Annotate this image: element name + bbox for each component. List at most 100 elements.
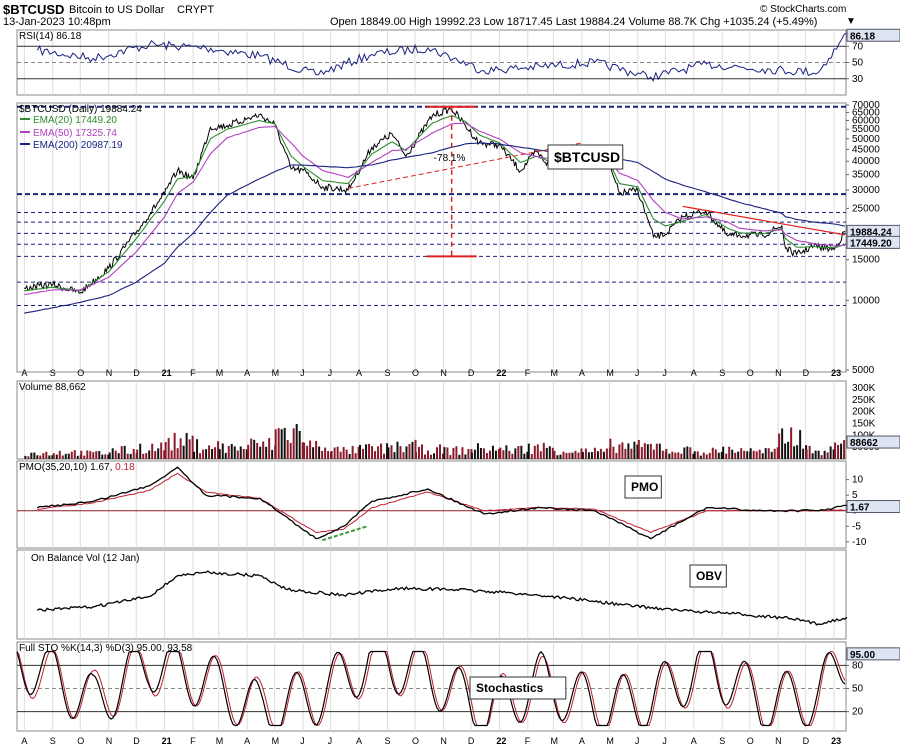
volume-bar <box>764 448 767 459</box>
x-axis-month-label: S <box>384 736 390 746</box>
volume-bar <box>643 443 646 459</box>
volume-bar <box>333 447 336 459</box>
volume-bar <box>348 454 351 459</box>
volume-bar <box>295 423 298 459</box>
pmo-signal-line <box>37 472 847 534</box>
volume-bar <box>817 450 820 459</box>
volume-bar <box>834 442 837 459</box>
volume-bar <box>612 446 615 459</box>
volume-last-tag: 88662 <box>850 438 878 449</box>
x-axis-month-label: 21 <box>162 368 172 378</box>
x-axis-month-label: N <box>775 736 782 746</box>
volume-bar <box>227 446 230 459</box>
volume-bar <box>499 447 502 459</box>
volume-bar <box>533 445 536 459</box>
volume-bar <box>773 448 776 459</box>
collapse-icon[interactable]: ▼ <box>846 16 856 27</box>
volume-bar <box>686 446 689 459</box>
price-label-box-box <box>547 144 624 170</box>
x-axis-month-label: O <box>412 736 419 746</box>
x-axis-month-label: J <box>300 736 305 746</box>
volume-bar <box>67 453 70 459</box>
stoch-tick-label: 80 <box>852 660 864 671</box>
volume-bar <box>702 452 705 459</box>
volume-bar <box>693 451 696 459</box>
volume-bar <box>230 443 233 459</box>
x-axis-month-label: J <box>300 368 305 378</box>
price-tick-label: 10000 <box>852 295 880 306</box>
volume-bar <box>151 443 154 459</box>
volume-bar <box>568 452 571 459</box>
volume-bar <box>58 450 61 459</box>
volume-bar <box>636 444 639 459</box>
x-axis-month-label: O <box>412 368 419 378</box>
obv-title: On Balance Vol (12 Jan) <box>31 553 139 564</box>
x-axis-month-label: A <box>691 736 697 746</box>
x-axis-month-label: J <box>635 736 640 746</box>
volume-bar <box>511 453 514 459</box>
volume-title: Volume 88,662 <box>19 382 86 393</box>
volume-bar <box>154 451 157 459</box>
volume-panel <box>16 380 847 460</box>
x-axis-month-label: N <box>106 368 113 378</box>
price-tick-label: 5000 <box>852 365 875 376</box>
volume-bar <box>309 440 312 459</box>
volume-bar <box>51 455 54 459</box>
volume-bar <box>173 432 176 459</box>
volume-bar <box>245 449 248 459</box>
volume-bar <box>64 453 67 459</box>
volume-bar <box>301 442 304 459</box>
volume-bar <box>761 453 764 459</box>
volume-bar <box>193 451 196 459</box>
volume-bar <box>271 449 274 459</box>
volume-bar <box>236 450 239 459</box>
rsi-last-tag-box <box>846 28 900 42</box>
volume-bar <box>473 449 476 459</box>
x-axis-month-label: F <box>190 368 196 378</box>
volume-bar <box>508 450 511 459</box>
volume-bar <box>92 452 95 459</box>
volume-bar <box>743 450 746 459</box>
volume-bar <box>683 447 686 459</box>
credit-label: © StockCharts.com <box>760 4 847 15</box>
drawdown-percent-label: -78.1% <box>434 153 466 164</box>
volume-bar <box>523 453 526 459</box>
x-axis-month-label: 22 <box>496 368 506 378</box>
volume-bar <box>826 452 829 459</box>
pmo-label-box: PMO <box>631 480 658 494</box>
volume-bar <box>811 453 814 459</box>
stoch-label-box-box <box>469 676 567 700</box>
volume-bar <box>755 451 758 459</box>
volume-bar <box>530 454 533 459</box>
volume-bar <box>247 444 250 459</box>
x-axis-month-label: A <box>579 736 585 746</box>
symbol-name: Bitcoin to US Dollar <box>69 4 165 16</box>
volume-bar <box>593 447 596 459</box>
volume-bar <box>362 448 365 459</box>
price-panel <box>16 102 847 373</box>
volume-bar <box>368 443 371 459</box>
volume-bar <box>455 446 458 459</box>
x-axis-month-label: D <box>468 736 475 746</box>
volume-bar <box>758 449 761 459</box>
price-tick-label: 15000 <box>852 255 880 266</box>
volume-bar <box>602 451 605 459</box>
volume-bar <box>539 451 542 459</box>
volume-bar <box>387 447 390 459</box>
volume-bar <box>674 452 677 459</box>
x-axis-month-label: O <box>77 736 84 746</box>
volume-bar <box>126 453 129 459</box>
x-axis-month-label: M <box>550 736 558 746</box>
volume-bar <box>157 448 160 459</box>
volume-tick-label: 150K <box>852 419 876 430</box>
volume-bar <box>129 453 132 459</box>
price-tick-label: 70000 <box>852 100 880 111</box>
volume-bar <box>139 443 142 459</box>
volume-bar <box>83 455 86 459</box>
volume-bar <box>596 451 599 459</box>
volume-bar <box>380 443 383 459</box>
stoch-tick-label: 50 <box>852 684 864 695</box>
volume-bar <box>823 450 826 459</box>
volume-bar <box>559 454 562 459</box>
volume-bar <box>277 428 280 459</box>
